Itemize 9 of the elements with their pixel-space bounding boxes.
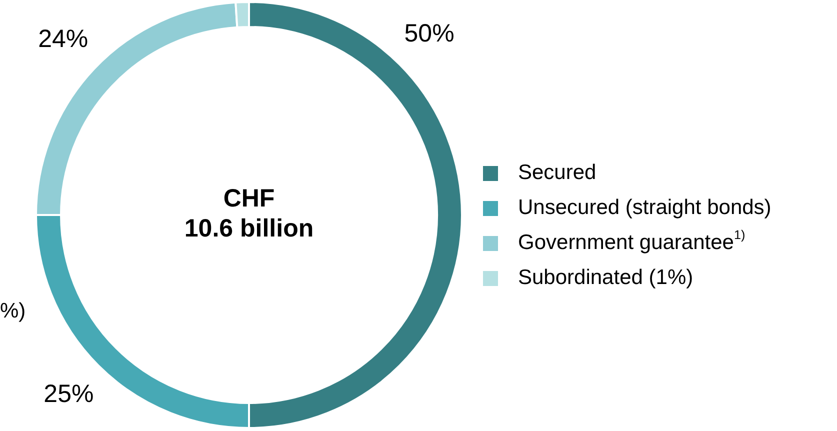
data-label: 50%: [404, 19, 454, 48]
legend-label: Subordinated (1%): [518, 266, 694, 289]
text: %): [0, 300, 26, 323]
data-label: 24%: [38, 25, 88, 54]
text: CHF 10.6 billion: [184, 184, 314, 243]
legend-label: Government guarantee$^{1)}$: [518, 228, 746, 254]
legend-label: Secured: [518, 160, 596, 184]
legend-label: Unsecured (straight bonds): [518, 196, 772, 219]
data-label: 25%: [44, 380, 94, 408]
